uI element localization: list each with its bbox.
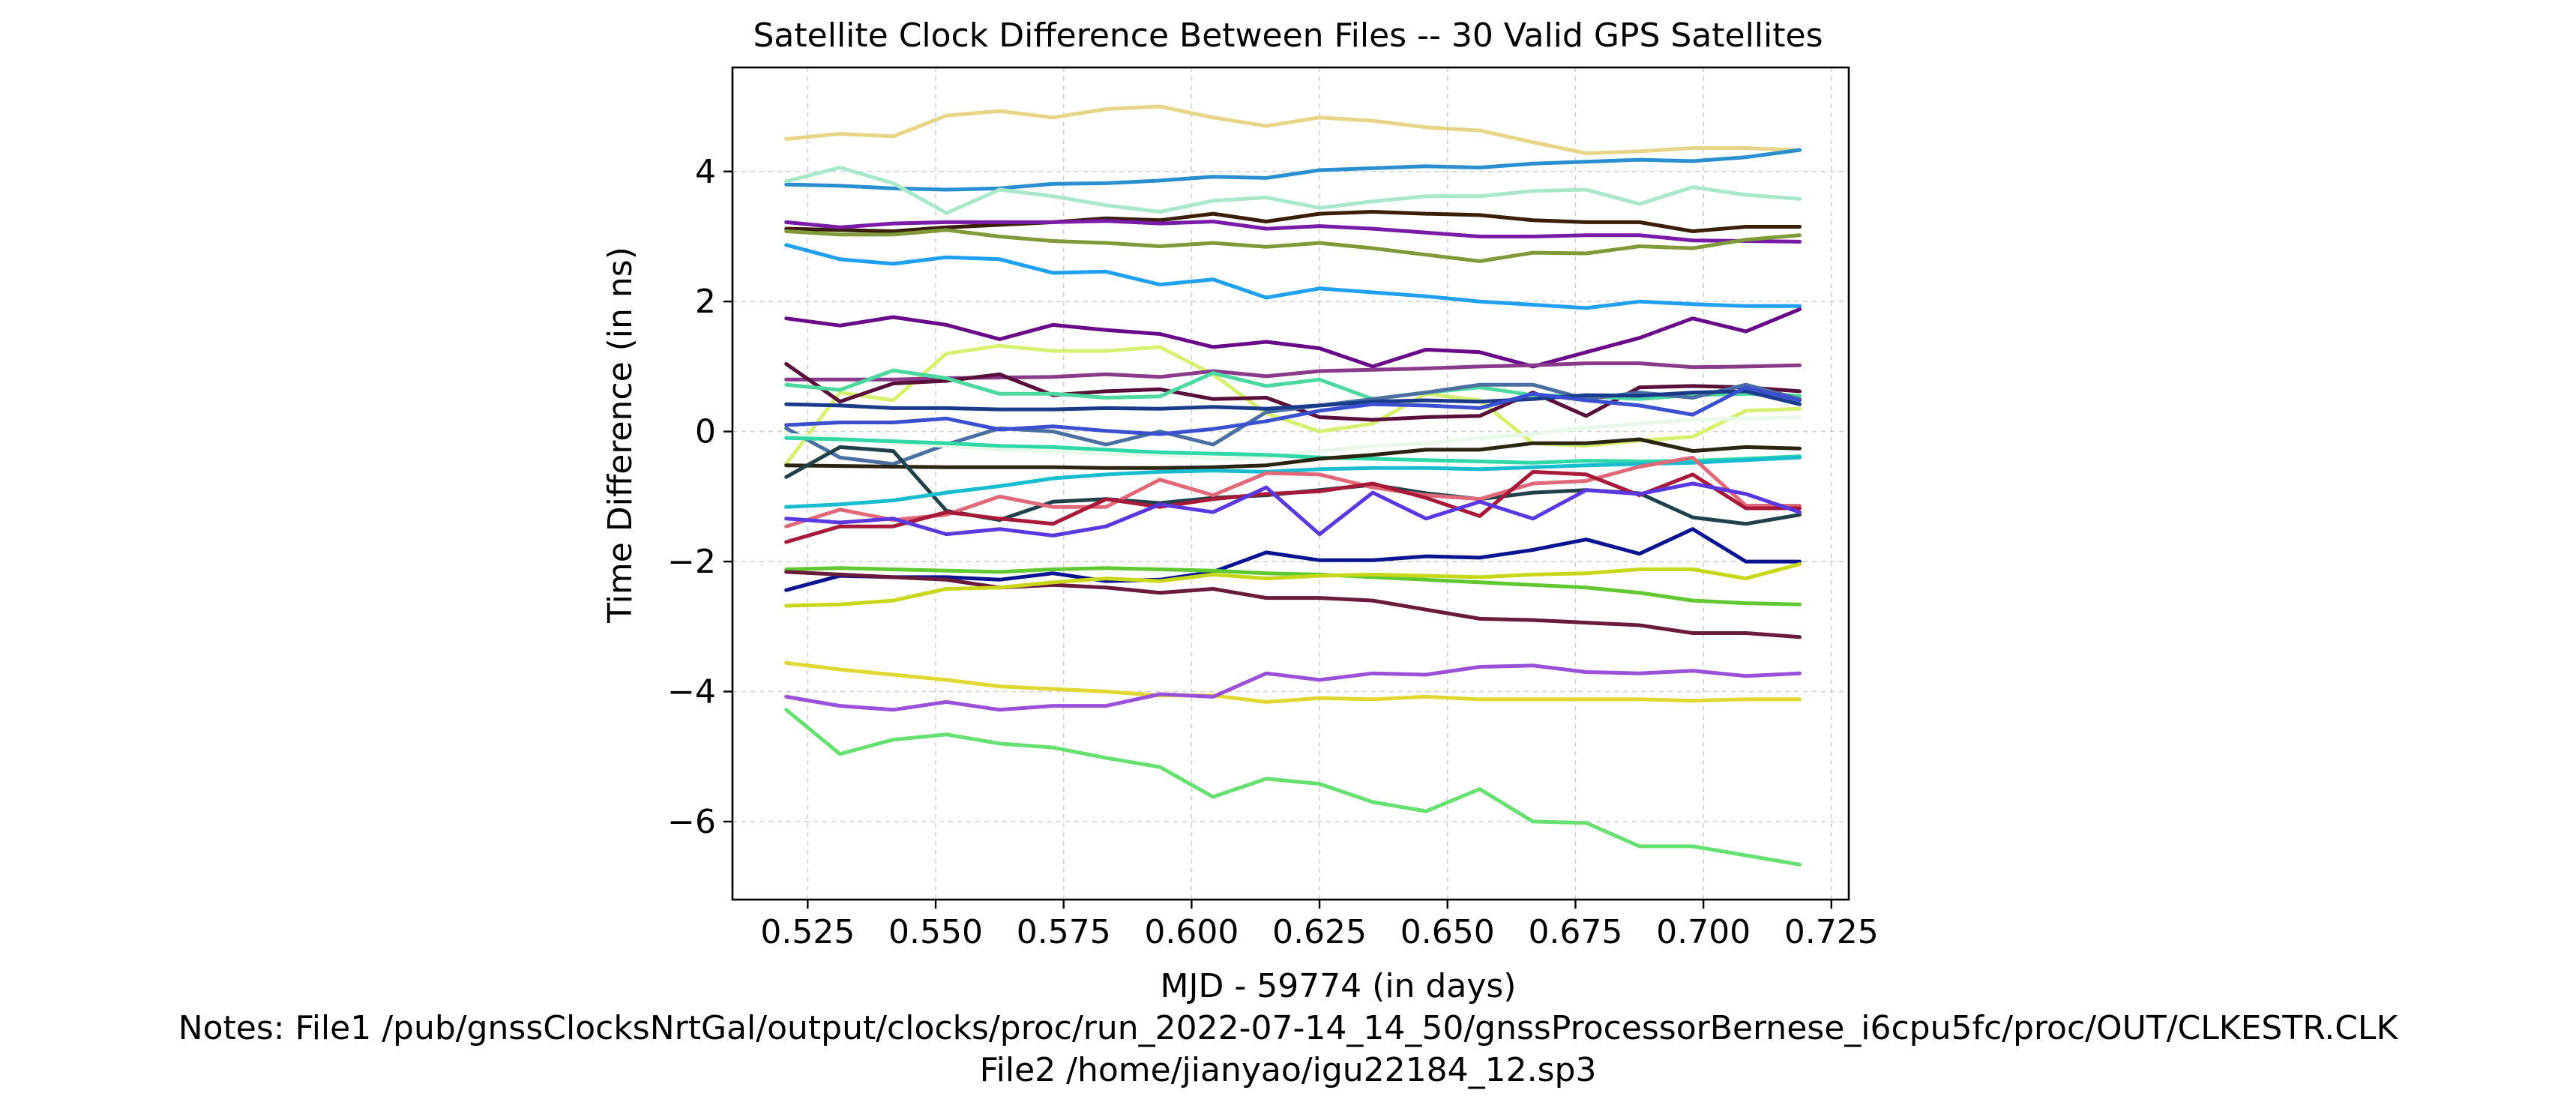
chart-title: Satellite Clock Difference Between Files… [753, 16, 1823, 55]
series-line-15 [784, 385, 1802, 436]
series-line-28 [784, 660, 1802, 704]
series-line-17 [784, 436, 1802, 465]
x-tick-label: 0.675 [1528, 913, 1622, 951]
x-tick-label: 0.550 [888, 913, 983, 951]
x-tick-label: 0.600 [1144, 913, 1239, 951]
x-tick-label: 0.625 [1272, 913, 1367, 951]
series-line-26 [784, 570, 1802, 639]
x-tick-label: 0.650 [1400, 913, 1495, 951]
series-line-12 [784, 368, 1802, 401]
series-line-4 [784, 210, 1802, 233]
y-axis-label: Time Difference (in ns) [601, 247, 640, 624]
y-tick-label: −4 [667, 673, 716, 711]
axis-ticks: 0.525 0.550 0.575 0.600 0.625 0.650 0.675 0.700… [667, 153, 1879, 951]
y-tick-label: −6 [667, 803, 716, 841]
notes-line-1: Notes: File1 /pub/gnssClocksNrtGal/outpu… [178, 1009, 2399, 1047]
series-lines [784, 104, 1802, 867]
series-line-8 [784, 307, 1802, 369]
y-tick-label: −2 [667, 543, 716, 581]
y-tick-label: 4 [695, 153, 716, 191]
x-tick-label: 0.575 [1017, 913, 1111, 951]
x-tick-label: 0.525 [760, 913, 855, 951]
grid [732, 67, 1849, 900]
notes-line-2: File2 /home/jianyao/igu22184_12.sp3 [980, 1051, 1597, 1089]
series-line-18 [784, 437, 1802, 470]
series-line-23 [784, 481, 1802, 538]
series-line-14 [784, 389, 1802, 412]
plot-frame [731, 66, 1850, 901]
series-line-16 [784, 415, 1802, 461]
series-line-27 [784, 562, 1802, 608]
y-tick-label: 2 [695, 283, 716, 321]
y-tick-label: 0 [695, 413, 716, 451]
series-line-3 [784, 166, 1802, 215]
series-line-25 [784, 566, 1802, 606]
series-line-5 [784, 219, 1802, 244]
series-line-24 [784, 527, 1802, 592]
series-line-2 [784, 148, 1802, 192]
x-tick-label: 0.700 [1656, 913, 1751, 951]
series-line-1 [784, 104, 1802, 155]
series-line-29 [784, 663, 1802, 712]
series-line-7 [784, 243, 1802, 310]
series-line-20 [784, 455, 1802, 509]
series-line-30 [784, 708, 1802, 867]
series-line-6 [784, 228, 1802, 263]
x-axis-label: MJD - 59774 (in days) [1161, 967, 1517, 1005]
x-tick-label: 0.725 [1784, 913, 1879, 951]
